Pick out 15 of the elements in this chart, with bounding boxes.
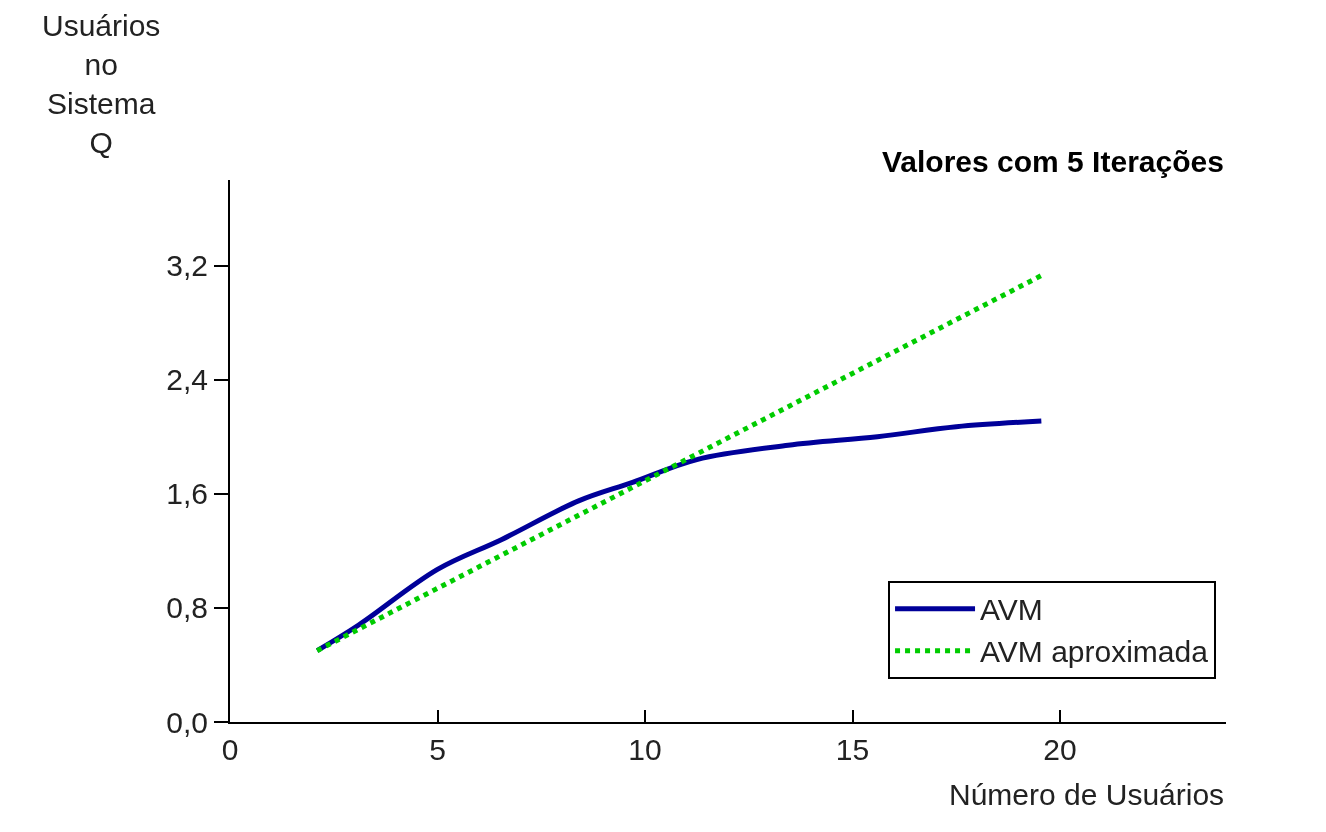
y-tick-label: 1,6 bbox=[166, 477, 208, 511]
y-tick-label: 0,8 bbox=[166, 591, 208, 625]
y-axis-title: Usuários no Sistema Q bbox=[42, 9, 161, 159]
x-axis-title: Número de Usuários bbox=[949, 778, 1225, 811]
chart-title: Valores com 5 Iterações bbox=[882, 145, 1224, 178]
legend-label: AVM bbox=[980, 593, 1043, 627]
x-tick-label: 10 bbox=[628, 733, 662, 766]
y-tick-label: 2,4 bbox=[166, 363, 208, 397]
legend-label: AVM aproximada bbox=[980, 635, 1209, 669]
x-tick-label: 15 bbox=[835, 733, 870, 766]
x-tick-label: 0 bbox=[221, 733, 239, 766]
x-tick-label: 20 bbox=[1043, 733, 1077, 766]
y-tick-label: 0,0 bbox=[166, 705, 208, 739]
y-tick-label: 3,2 bbox=[166, 249, 208, 283]
x-tick-label: 5 bbox=[429, 733, 446, 766]
